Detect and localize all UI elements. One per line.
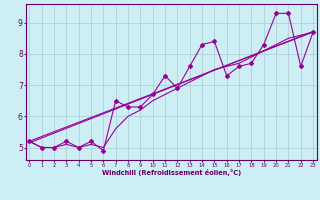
X-axis label: Windchill (Refroidissement éolien,°C): Windchill (Refroidissement éolien,°C) [101,169,241,176]
